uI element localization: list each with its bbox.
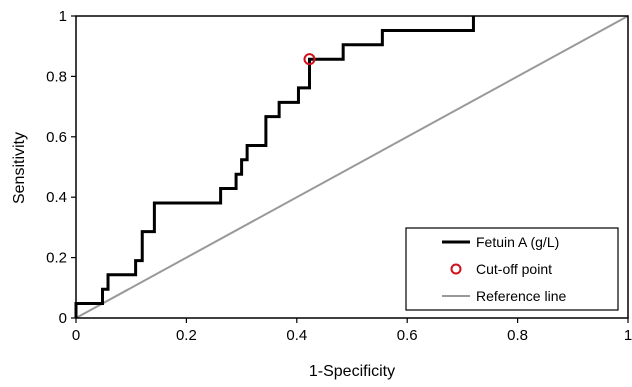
legend-box: [405, 227, 619, 311]
x-tick-label: 0.4: [286, 327, 307, 344]
y-tick-label: 0.2: [46, 250, 67, 267]
plot-area: [74, 15, 629, 319]
x-axis-label: 1-Specificity: [309, 363, 395, 380]
axes: 0 0.2 0.4 0.6 0.8 1 0 0.2 0.4 0.6 0.8 1: [46, 8, 632, 344]
plot-frame: [75, 15, 629, 319]
x-tick-label: 0.2: [176, 327, 197, 344]
x-tick-label: 0: [72, 327, 80, 344]
y-tick-label: 0.4: [46, 189, 67, 206]
legend-label: Reference line: [476, 288, 566, 304]
legend: Fetuin A (g/L) Cut-off point Reference lin…: [405, 227, 619, 311]
x-tick-label: 0.6: [397, 327, 418, 344]
x-tick-label: 0.8: [507, 327, 528, 344]
cut-off-point-marker: [303, 53, 316, 66]
y-axis-label: Sensitivity: [11, 132, 28, 204]
legend-label: Fetuin A (g/L): [476, 234, 559, 250]
legend-label: Cut-off point: [476, 261, 552, 277]
legend-swatch-cut-off: [450, 263, 462, 275]
y-tick-label: 1: [59, 8, 67, 25]
y-tick-label: 0.8: [46, 68, 67, 85]
y-tick-label: 0.6: [46, 129, 67, 146]
y-tick-label: 0: [59, 310, 67, 327]
x-tick-label: 1: [624, 327, 632, 344]
reference-line: [75, 15, 629, 319]
roc-curve-fetuin-a: [74, 16, 475, 318]
